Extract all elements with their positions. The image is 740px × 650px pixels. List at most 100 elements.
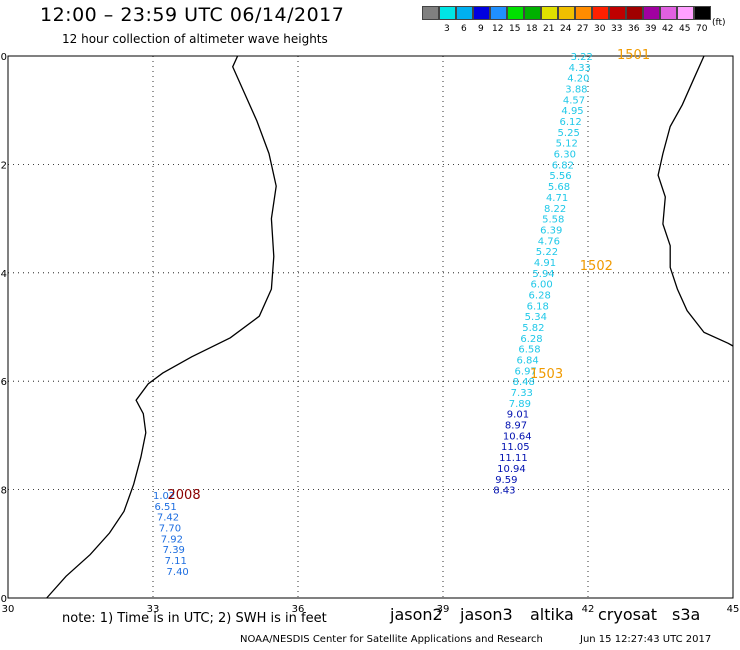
colorbar-swatch [473, 6, 490, 20]
wave-height-value: 5.22 [536, 247, 558, 258]
colorbar-swatch [507, 6, 524, 20]
wave-height-value: 9.59 [495, 475, 517, 486]
colorbar-label: 9 [478, 24, 484, 34]
wave-height-value: 6.30 [554, 150, 576, 161]
wave-height-value: 7.33 [511, 388, 533, 399]
colorbar-label: 15 [509, 24, 521, 34]
colorbar-swatch [524, 6, 541, 20]
wave-height-value: 5.82 [522, 323, 544, 334]
colorbar-swatch [694, 6, 711, 20]
colorbar-label: 6 [461, 24, 467, 34]
wave-height-value: 4.71 [546, 193, 568, 204]
satellite-jason2: jason2 [390, 605, 443, 624]
wave-height-value: 6.18 [527, 301, 549, 312]
wave-height-value: 8.97 [505, 421, 527, 432]
wave-height-value: 5.58 [542, 215, 564, 226]
orbit-label: 1502 [580, 259, 613, 274]
lon-tick-label: 42 [582, 604, 595, 615]
orbit-label: 1501 [617, 48, 650, 63]
colorbar-swatch [439, 6, 456, 20]
wave-height-value: 4.33 [569, 63, 591, 74]
colorbar-label: 42 [662, 24, 674, 34]
lat-tick-label: -26 [0, 377, 7, 388]
map-title: 12:00 – 23:59 UTC 06/14/2017 [40, 4, 345, 26]
africa-coastline [46, 55, 277, 599]
colorbar-swatch [677, 6, 694, 20]
colorbar-label: 12 [492, 24, 504, 34]
lon-tick-label: 36 [292, 604, 305, 615]
wave-height-value: 5.94 [532, 269, 554, 280]
colorbar-label: 18 [526, 24, 538, 34]
colorbar-swatch [490, 6, 507, 20]
colorbar-swatch [541, 6, 558, 20]
colorbar-swatch [626, 6, 643, 20]
wave-height-value: 7.11 [165, 556, 187, 567]
lat-tick-label: -20 [0, 52, 7, 63]
footer-note: note: 1) Time is in UTC; 2) SWH is in fe… [62, 611, 327, 626]
colorbar-label: 36 [628, 24, 640, 34]
map-frame [7, 55, 734, 599]
wave-height-value: 6.28 [529, 290, 551, 301]
wave-height-value: 9.01 [507, 410, 529, 421]
colorbar-swatch [643, 6, 660, 20]
colorbar-label: 39 [645, 24, 657, 34]
lon-tick-label: 39 [437, 604, 450, 615]
colorbar-label: 70 [696, 24, 708, 34]
wave-height-value: 5.56 [549, 171, 571, 182]
wave-height-value: 4.20 [567, 74, 589, 85]
colorbar-swatch [456, 6, 473, 20]
wave-height-value: 10.94 [497, 464, 526, 475]
colorbar-label: 33 [611, 24, 623, 34]
colorbar-label: 24 [560, 24, 572, 34]
map-subtitle: 12 hour collection of altimeter wave hei… [62, 32, 328, 46]
colorbar-label: 45 [679, 24, 691, 34]
lat-tick-label: -22 [0, 160, 7, 171]
colorbar-swatch [558, 6, 575, 20]
lon-tick-label: 30 [2, 604, 15, 615]
satellite-jason3: jason3 [460, 605, 513, 624]
credit-line: NOAA/NESDIS Center for Satellite Applica… [240, 634, 543, 645]
wave-height-value: 4.57 [563, 95, 585, 106]
colorbar-label: 27 [577, 24, 589, 34]
wave-height-value: 6.84 [516, 356, 538, 367]
wave-height-value: 6.82 [552, 160, 574, 171]
wave-height-value: 5.12 [556, 139, 578, 150]
wave-height-value: 7.89 [509, 399, 531, 410]
wave-height-value: 10.64 [503, 431, 532, 442]
wave-height-value: 11.11 [499, 453, 528, 464]
wave-height-value: 6.00 [530, 280, 552, 291]
wave-height-value: 6.58 [518, 345, 540, 356]
wave-height-value: 8.48 [513, 377, 535, 388]
satellite-cryosat: cryosat [598, 605, 658, 624]
wave-height-value: 7.40 [167, 567, 189, 578]
colorbar-swatch [575, 6, 592, 20]
satellite-altika: altika [530, 605, 574, 624]
wave-height-value: 11.05 [501, 442, 530, 453]
colorbar-label: 3 [444, 24, 450, 34]
colorbar-swatch [609, 6, 626, 20]
wave-height-value: 6.97 [515, 366, 537, 377]
lat-tick-label: -28 [0, 486, 7, 497]
wave-height-value: 3.88 [565, 85, 587, 96]
colorbar-swatch [660, 6, 677, 20]
wave-height-value: 4.91 [534, 258, 556, 269]
colorbar-swatch [592, 6, 609, 20]
wave-height-value: 5.34 [525, 312, 547, 323]
wave-height-value: 6.51 [154, 502, 176, 513]
orbit-label: 2008 [168, 488, 201, 503]
wave-height-value: 8.22 [544, 204, 566, 215]
satellite-s3a: s3a [672, 605, 701, 624]
generation-timestamp: Jun 15 12:27:43 UTC 2017 [580, 634, 712, 645]
wave-height-value: 1.02 [153, 491, 175, 502]
colorbar-swatch [422, 6, 439, 20]
wave-height-value: 5.68 [548, 182, 570, 193]
wave-height-value: 4.95 [561, 106, 583, 117]
lon-tick-label: 33 [147, 604, 160, 615]
orbit-label: 1503 [530, 367, 563, 382]
madagascar-coastline [657, 55, 734, 347]
wave-height-value: 3.22 [571, 52, 593, 63]
wave-height-value: 6.39 [540, 225, 562, 236]
wave-height-value: 4.76 [538, 236, 560, 247]
wave-height-value: 5.25 [558, 128, 580, 139]
